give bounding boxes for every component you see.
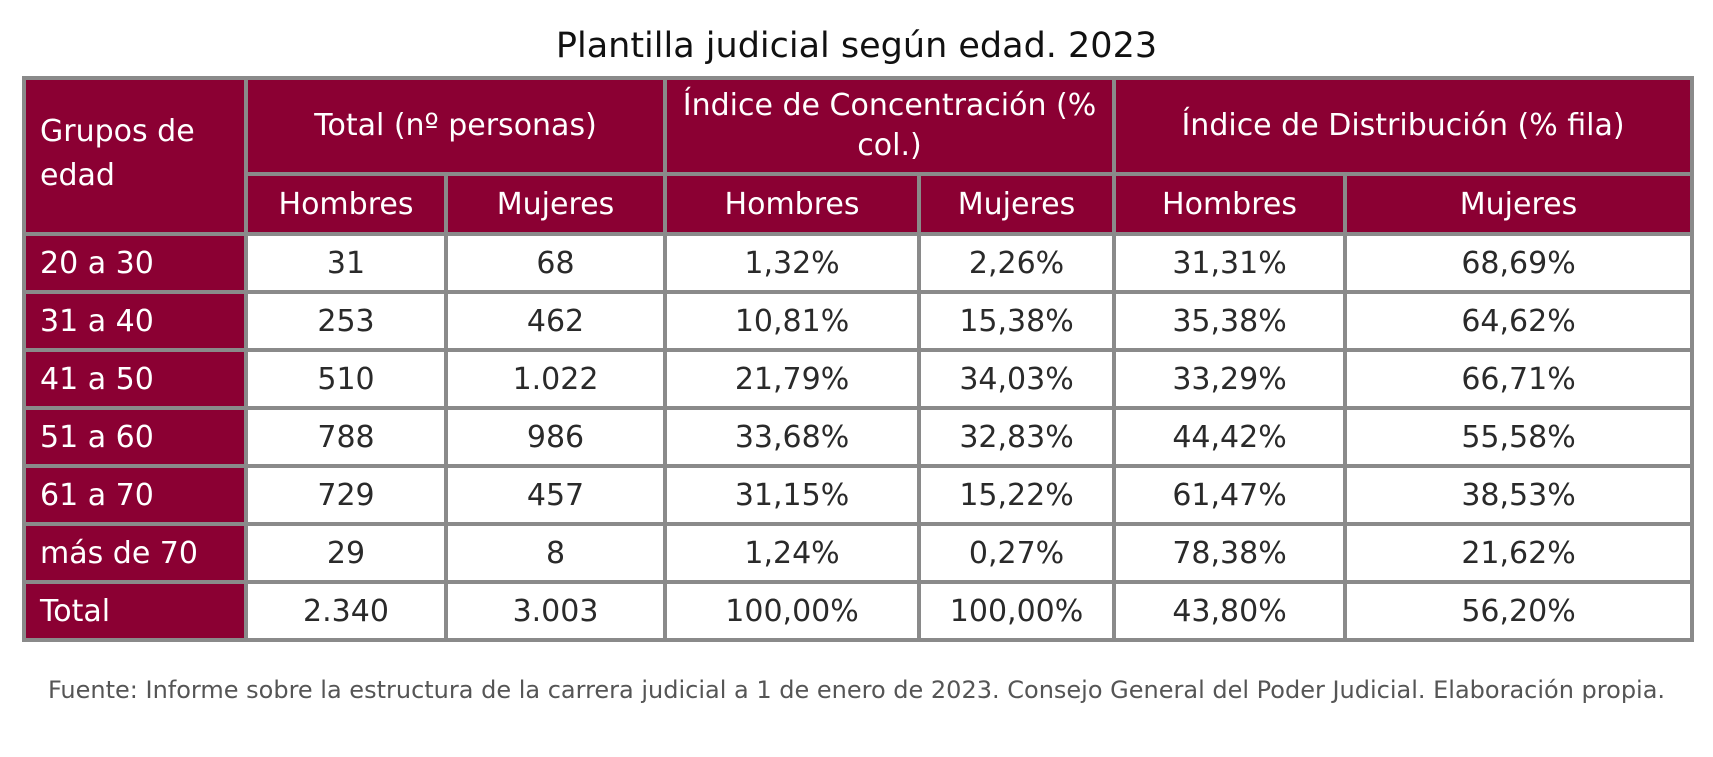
table-cell: 8 — [443, 522, 668, 584]
table-cell: 38,53% — [1343, 464, 1695, 526]
table-cell: 100,00% — [663, 580, 922, 642]
table-cell: 457 — [443, 464, 668, 526]
table-cell: 64,62% — [1343, 290, 1695, 352]
header-sub-mujeres: Mujeres — [443, 172, 668, 236]
header-sub-row: Hombres Mujeres Hombres Mujeres Hombres … — [24, 172, 1695, 236]
table-row: 31 a 40 253 462 10,81% 15,38% 35,38% 64,… — [22, 290, 1695, 352]
table-cell: 33,68% — [663, 406, 922, 468]
table-row-total: Total 2.340 3.003 100,00% 100,00% 43,80%… — [22, 580, 1695, 642]
table-cell: 78,38% — [1112, 522, 1348, 584]
header-sub-mujeres: Mujeres — [917, 172, 1117, 236]
header-sub-mujeres: Mujeres — [1343, 172, 1695, 236]
header-sub-hombres: Hombres — [663, 172, 922, 236]
table-row: 20 a 30 31 68 1,32% 2,26% 31,31% 68,69% — [22, 232, 1695, 294]
row-label: 41 a 50 — [22, 348, 248, 410]
table-cell: 253 — [244, 290, 448, 352]
table-cell: 1,32% — [663, 232, 922, 294]
row-label: más de 70 — [22, 522, 248, 584]
table-cell: 10,81% — [663, 290, 922, 352]
table-cell: 31 — [244, 232, 448, 294]
table-cell: 21,62% — [1343, 522, 1695, 584]
table-cell: 55,58% — [1343, 406, 1695, 468]
table-cell: 29 — [244, 522, 448, 584]
table-cell: 788 — [244, 406, 448, 468]
header-concentration-index: Índice de Concentración (% col.) — [663, 76, 1117, 176]
row-label: 61 a 70 — [22, 464, 248, 526]
table-row: 51 a 60 788 986 33,68% 32,83% 44,42% 55,… — [22, 406, 1695, 468]
data-table-container: Grupos de edad Total (nº personas) Índic… — [22, 76, 1695, 642]
table-cell: 56,20% — [1343, 580, 1695, 642]
header-distribution-index: Índice de Distribución (% fila) — [1112, 76, 1695, 176]
table-cell: 2,26% — [917, 232, 1117, 294]
table-cell: 2.340 — [244, 580, 448, 642]
header-total: Total (nº personas) — [243, 76, 668, 176]
table-cell: 1,24% — [663, 522, 922, 584]
data-table: Grupos de edad Total (nº personas) Índic… — [22, 76, 1695, 642]
header-age-groups: Grupos de edad — [22, 76, 248, 236]
table-row: 41 a 50 510 1.022 21,79% 34,03% 33,29% 6… — [22, 348, 1695, 410]
table-cell: 31,15% — [663, 464, 922, 526]
row-label: 20 a 30 — [22, 232, 248, 294]
table-cell: 31,31% — [1112, 232, 1348, 294]
table-cell: 729 — [244, 464, 448, 526]
header-sub-hombres: Hombres — [244, 172, 448, 236]
table-cell: 61,47% — [1112, 464, 1348, 526]
table-cell: 43,80% — [1112, 580, 1348, 642]
table-cell: 66,71% — [1343, 348, 1695, 410]
table-row: más de 70 29 8 1,24% 0,27% 78,38% 21,62% — [22, 522, 1695, 584]
table-cell: 68 — [443, 232, 668, 294]
table-cell: 510 — [244, 348, 448, 410]
table-cell: 32,83% — [917, 406, 1117, 468]
table-cell: 15,22% — [917, 464, 1117, 526]
header-sub-hombres: Hombres — [1112, 172, 1348, 236]
source-note: Fuente: Informe sobre la estructura de l… — [47, 676, 1666, 704]
table-cell: 33,29% — [1112, 348, 1348, 410]
table-cell: 44,42% — [1112, 406, 1348, 468]
table-cell: 3.003 — [443, 580, 668, 642]
table-row: 61 a 70 729 457 31,15% 15,22% 61,47% 38,… — [22, 464, 1695, 526]
table-cell: 986 — [443, 406, 668, 468]
header-group-row: Grupos de edad Total (nº personas) Índic… — [22, 76, 1695, 236]
table-cell: 15,38% — [917, 290, 1117, 352]
row-label: Total — [22, 580, 248, 642]
table-cell: 21,79% — [663, 348, 922, 410]
table-cell: 0,27% — [917, 522, 1117, 584]
row-label: 31 a 40 — [22, 290, 248, 352]
table-cell: 35,38% — [1112, 290, 1348, 352]
table-cell: 34,03% — [917, 348, 1117, 410]
table-cell: 1.022 — [443, 348, 668, 410]
table-title: Plantilla judicial según edad. 2023 — [555, 26, 1158, 66]
table-cell: 68,69% — [1343, 232, 1695, 294]
table-cell: 100,00% — [917, 580, 1117, 642]
table-cell: 462 — [443, 290, 668, 352]
row-label: 51 a 60 — [22, 406, 248, 468]
